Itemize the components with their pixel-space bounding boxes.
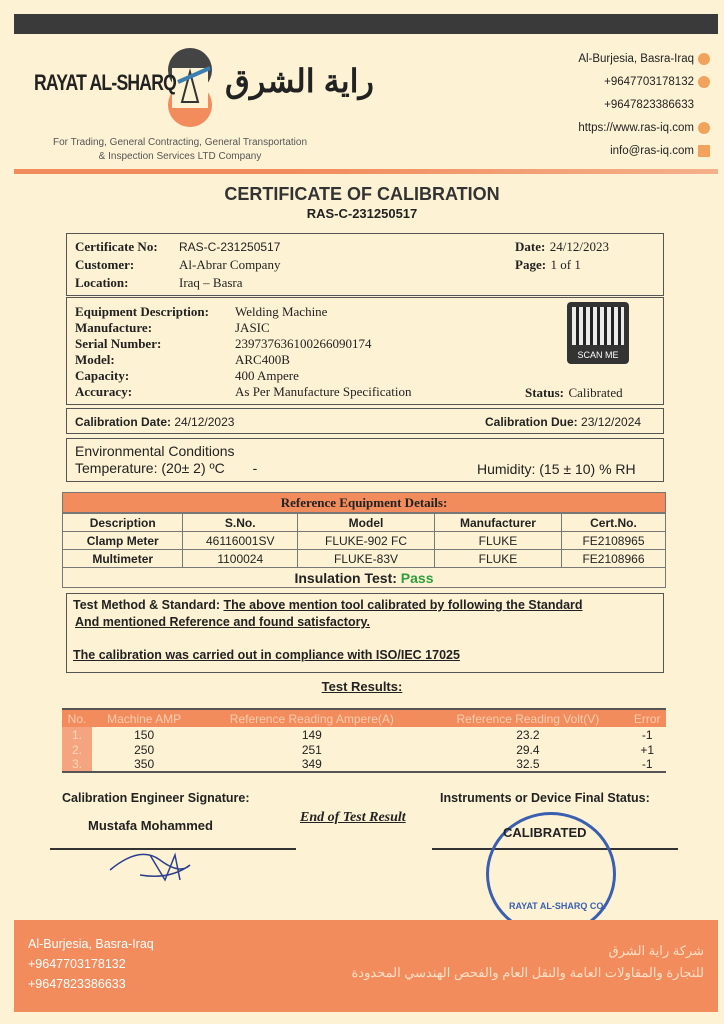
results-table: No. Machine AMP Reference Reading Ampere(A…: [62, 708, 666, 773]
engineer-name: Mustafa Mohammed: [88, 818, 213, 833]
page-title: CERTIFICATE OF CALIBRATION: [224, 184, 500, 204]
table-row: Clamp Meter 46116001SV FLUKE-902 FC FLUKE FE…: [61, 531, 667, 550]
insulation-status: Pass: [400, 569, 434, 586]
calibrated-stamp: CALIBRATED RAYAT AL-SHARQ CO.: [486, 812, 616, 936]
top-bar: [14, 14, 718, 34]
table-row: 1. 150 149 23.2 -1: [62, 727, 666, 742]
header-divider: [14, 169, 718, 174]
mail-icon: [698, 144, 710, 157]
reference-equipment: Reference Equipment Details: Description…: [61, 492, 667, 588]
reference-table: Description S.No. Model Manufacturer Cert.No…: [61, 513, 667, 588]
results-title: Test Results:: [321, 679, 403, 694]
phone-icon: [698, 75, 710, 88]
signature-line: [50, 848, 296, 850]
globe-icon: [698, 121, 710, 134]
final-status-label: Instruments or Device Final Status:: [440, 791, 650, 805]
method-box: Test Method & Standard: The above mentio…: [66, 593, 664, 673]
logo-text: RAYAT AL-SHARQ: [34, 70, 177, 95]
signature-label: Calibration Engineer Signature:: [62, 791, 250, 805]
environment-box: Environmental Conditions Temperature: (2…: [66, 438, 664, 482]
logo-arabic: راية الشرق: [225, 63, 374, 99]
table-row: 2. 250 251 29.4 +1: [62, 742, 666, 757]
footer: Al-Burjesia, Basra-Iraq +9647703178132 +96…: [14, 920, 718, 1012]
tagline: For Trading, General Contracting, Genera…: [52, 137, 308, 162]
table-row: Multimeter 1100024 FLUKE-83V FLUKE FE2108966: [61, 549, 667, 568]
contact-email: info@ras-iq.com: [578, 140, 710, 163]
table-row: 3. 350 349 32.5 -1: [62, 757, 666, 772]
contact-website: https://www.ras-iq.com: [578, 117, 710, 140]
contact-info: Al-Burjesia, Basra-Iraq +9647703178132 +…: [578, 48, 710, 163]
equipment-box: Equipment Description: Welding Machine Ma…: [66, 297, 664, 405]
contact-phone: +9647703178132: [578, 71, 710, 94]
signature-icon: [109, 852, 191, 882]
certificate-id: RAS-C-231250517: [306, 206, 418, 221]
info-box: Certificate No: RAS-C-231250517 Customer:…: [66, 233, 664, 296]
contact-address: Al-Burjesia, Basra-Iraq: [578, 48, 710, 71]
logo-gear-icon: [168, 48, 212, 127]
location-icon: [698, 52, 710, 65]
status-value: Calibrated: [568, 385, 623, 400]
dates-box: Calibration Date: 24/12/2023 Calibration…: [66, 408, 664, 434]
contact-phone2: +9647823386633: [604, 99, 694, 111]
end-of-result: End of Test Result: [300, 810, 406, 825]
qr-code-icon[interactable]: SCAN ME: [567, 302, 629, 364]
